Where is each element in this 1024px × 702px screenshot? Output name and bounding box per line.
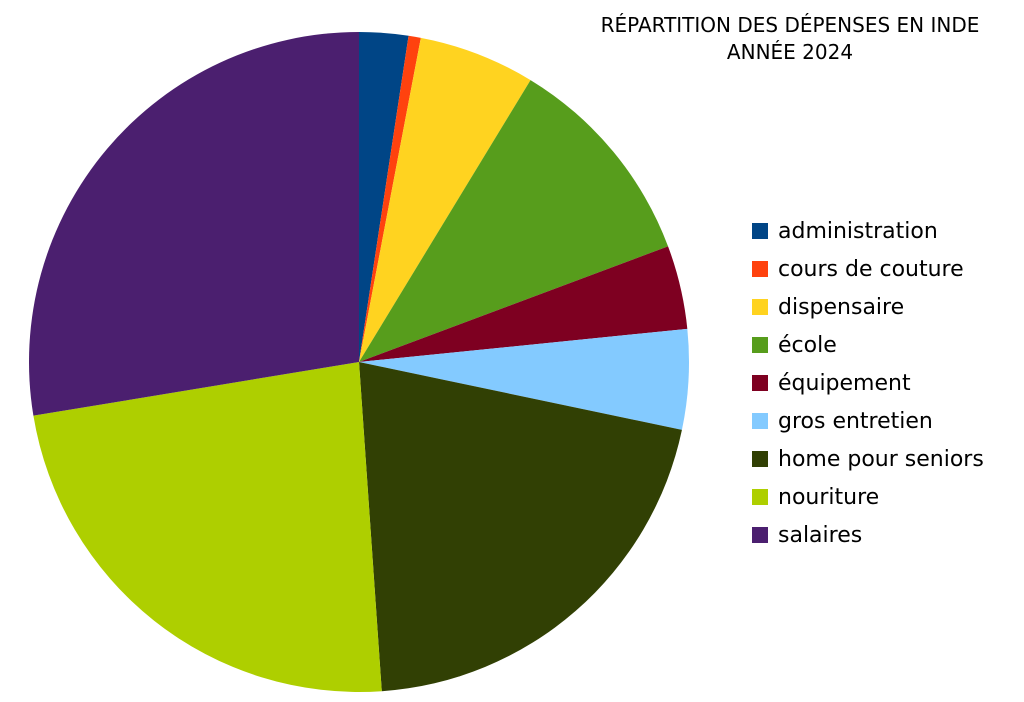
pie-slice-ecole: [359, 80, 669, 362]
legend-label: équipement: [778, 370, 911, 396]
legend-label: école: [778, 332, 837, 358]
legend-label: home pour seniors: [778, 446, 984, 472]
legend-label: nouriture: [778, 484, 880, 510]
legend-swatch: [752, 413, 768, 429]
pie-slice-cours-de-couture: [359, 35, 421, 363]
legend-item-ecole: école: [752, 326, 1012, 364]
pie-slice-nouriture: [33, 362, 382, 692]
legend-label: administration: [778, 218, 938, 244]
legend-item-equipement: équipement: [752, 364, 1012, 402]
legend-item-cours-de-couture: cours de couture: [752, 250, 1012, 288]
pie-slice-equipement: [359, 246, 688, 362]
legend-item-nouriture: nouriture: [752, 478, 1012, 516]
legend-item-administration: administration: [752, 212, 1012, 250]
chart-legend: administration cours de couture dispensair…: [752, 212, 1012, 554]
legend-swatch: [752, 223, 768, 239]
pie-slice-salaires: [28, 32, 359, 416]
legend-swatch: [752, 299, 768, 315]
chart-title: RÉPARTITION DES DÉPENSES EN INDE: [600, 13, 980, 37]
legend-swatch: [752, 375, 768, 391]
legend-item-home-pour-seniors: home pour seniors: [752, 440, 1012, 478]
chart-subtitle: ANNÉE 2024: [726, 40, 854, 64]
legend-label: dispensaire: [778, 294, 905, 320]
legend-swatch: [752, 527, 768, 543]
chart-title-block: RÉPARTITION DES DÉPENSES EN INDE ANNÉE 2…: [560, 12, 1020, 66]
pie-slice-dispensaire: [359, 37, 531, 362]
pie-slice-administration: [359, 31, 409, 362]
legend-label: gros entretien: [778, 408, 933, 434]
legend-swatch: [752, 261, 768, 277]
legend-item-salaires: salaires: [752, 516, 1012, 554]
legend-item-gros-entretien: gros entretien: [752, 402, 1012, 440]
legend-swatch: [752, 337, 768, 353]
legend-swatch: [752, 489, 768, 505]
pie-slice-home-pour-seniors: [359, 362, 682, 692]
pie-slice-gros-entretien: [359, 328, 689, 430]
legend-item-dispensaire: dispensaire: [752, 288, 1012, 326]
legend-swatch: [752, 451, 768, 467]
legend-label: cours de couture: [778, 256, 964, 282]
legend-label: salaires: [778, 522, 863, 548]
